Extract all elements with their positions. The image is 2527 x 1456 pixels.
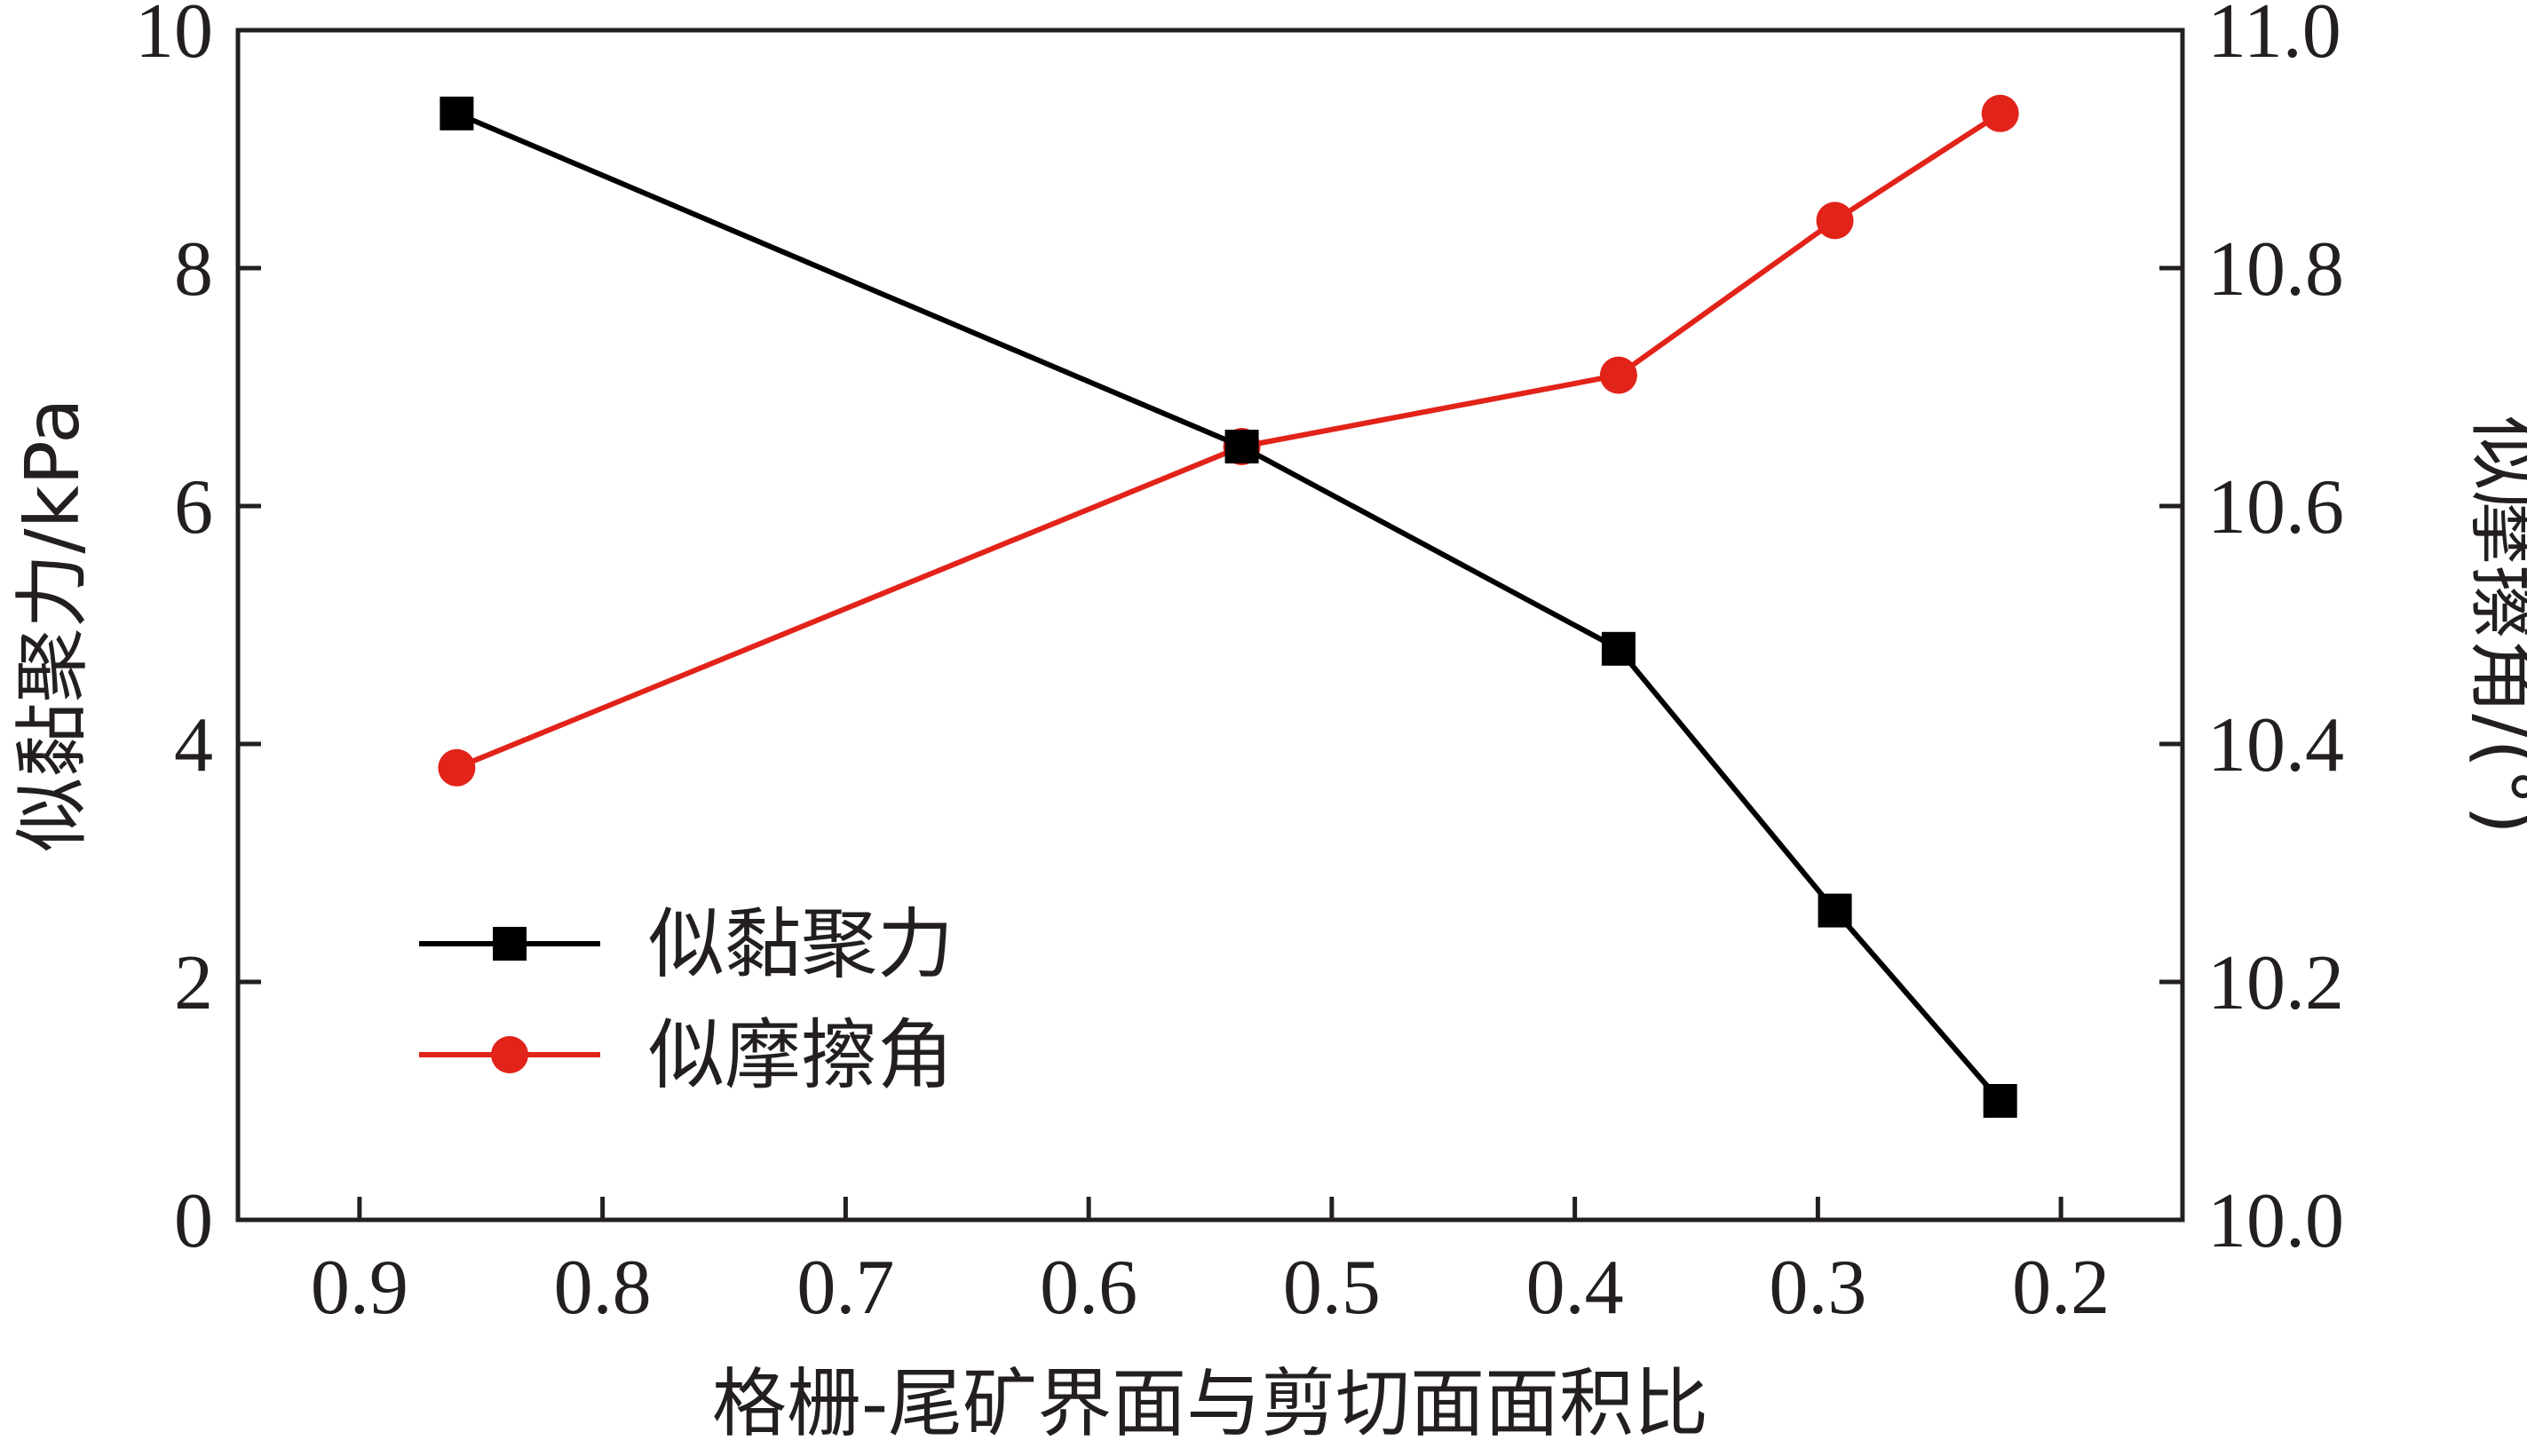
legend-marker-cohesion	[493, 927, 527, 961]
data-point	[1599, 356, 1637, 394]
legend-label-friction: 似摩擦角	[648, 1011, 954, 1100]
y-left-tick-label: 2	[174, 940, 213, 1026]
x-tick-label: 0.5	[1283, 1245, 1381, 1331]
y-right-axis-title: 似摩擦角/(°)	[2461, 415, 2527, 835]
x-tick-label: 0.8	[554, 1245, 652, 1331]
y-left-tick-label: 4	[174, 702, 213, 788]
tick-labels: 0.9 0.8 0.7 0.6 0.5 0.4 0.3 0.2 0 2 4 6 8 10 10.0 10.2 1…	[135, 0, 2344, 1331]
x-axis-title: 格栅-尾矿界面与剪切面面积比	[712, 1360, 1708, 1447]
series-cohesion	[440, 96, 2017, 1118]
x-tick-label: 0.6	[1040, 1245, 1137, 1331]
x-tick-label: 0.7	[796, 1245, 894, 1331]
x-tick-label: 0.3	[1769, 1245, 1866, 1331]
plot-frame	[235, 28, 2185, 1223]
y-left-tick-label: 0	[174, 1178, 213, 1264]
data-point	[1224, 430, 1259, 463]
x-tick-label: 0.4	[1526, 1245, 1624, 1331]
legend-label-cohesion: 似黏聚力	[648, 900, 954, 989]
data-point	[440, 96, 474, 131]
y-right-tick-label: 11.0	[2207, 0, 2341, 75]
y-left-tick-label: 6	[174, 464, 213, 550]
y-right-tick-label: 10.2	[2207, 940, 2344, 1026]
series-layer	[438, 94, 2019, 1118]
x-tick-label: 0.2	[2012, 1245, 2110, 1331]
axis-ticks	[238, 28, 2182, 1223]
legend: 似黏聚力 似摩擦角	[419, 900, 954, 1100]
x-tick-label: 0.9	[311, 1245, 408, 1331]
data-point	[1601, 631, 1636, 666]
y-right-tick-label: 10.0	[2207, 1178, 2344, 1264]
data-point	[1816, 202, 1854, 240]
y-right-tick-label: 10.6	[2207, 464, 2344, 550]
y-left-tick-label: 8	[174, 226, 213, 313]
y-right-tick-label: 10.4	[2207, 702, 2344, 788]
legend-marker-friction	[491, 1036, 528, 1073]
data-point	[1983, 1084, 2017, 1118]
data-point	[1981, 94, 2019, 132]
y-left-axis-title: 似黏聚力/kPa	[9, 398, 96, 851]
y-right-tick-label: 10.8	[2207, 226, 2344, 313]
data-point	[1818, 893, 1852, 928]
data-point	[438, 748, 476, 787]
y-left-tick-label: 10	[135, 0, 213, 75]
